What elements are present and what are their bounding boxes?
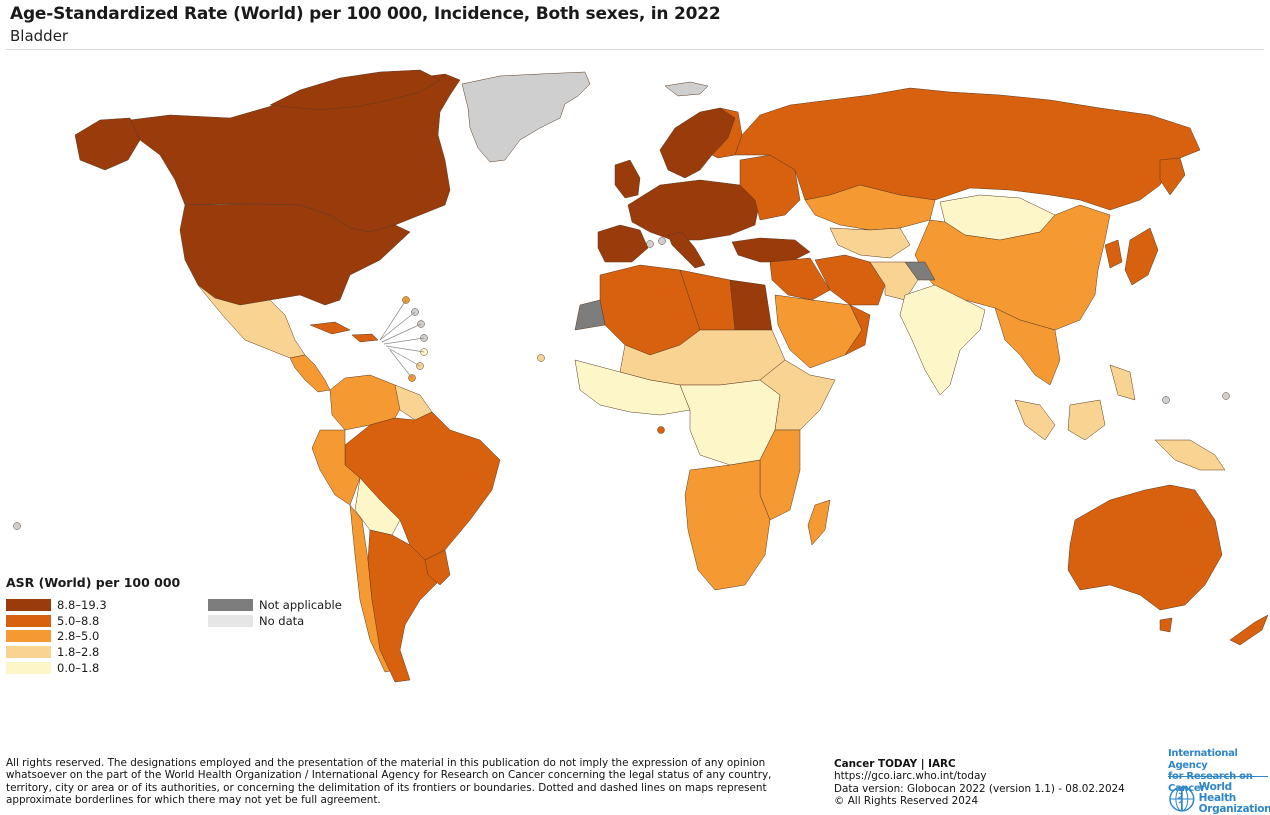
region-caribbean[interactable] <box>351 333 379 343</box>
region-west-africa[interactable] <box>574 359 691 416</box>
legend-swatch <box>208 615 253 627</box>
region-kamchatka[interactable] <box>1159 157 1186 196</box>
legend-class-3: 2.8–5.0 <box>6 629 99 643</box>
region-korea[interactable] <box>1104 239 1123 269</box>
region-mainland-sea[interactable] <box>994 307 1061 386</box>
region-alaska[interactable] <box>74 117 141 171</box>
region-cuba[interactable] <box>309 321 351 335</box>
legend-swatch <box>6 630 51 642</box>
island-marker[interactable] <box>1222 392 1230 400</box>
region-russia[interactable] <box>734 87 1201 211</box>
region-india[interactable] <box>899 284 986 396</box>
island-marker[interactable] <box>646 240 654 248</box>
island-marker[interactable] <box>658 237 666 245</box>
region-madagascar[interactable] <box>807 499 831 546</box>
region-egypt[interactable] <box>729 279 773 331</box>
region-horn-africa[interactable] <box>759 359 836 431</box>
data-version: Data version: Globocan 2022 (version 1.1… <box>834 782 1125 795</box>
source-title: Cancer TODAY | IARC <box>834 758 956 770</box>
who-logo-line2: Organization <box>1198 803 1270 815</box>
region-borneo[interactable] <box>1067 399 1106 441</box>
region-iran[interactable] <box>814 254 886 306</box>
region-western-europe[interactable] <box>627 179 761 241</box>
region-uk-ireland[interactable] <box>614 159 641 199</box>
region-brazil[interactable] <box>344 411 501 561</box>
island-marker[interactable] <box>537 354 545 362</box>
region-kashmir-na[interactable] <box>904 261 936 281</box>
source-block: Cancer TODAY | IARC https://gco.iarc.who… <box>834 758 1125 807</box>
disclaimer-text: All rights reserved. The designations em… <box>6 757 772 806</box>
legend-label: 0.0–1.8 <box>57 661 100 675</box>
logo-divider <box>1168 776 1268 777</box>
legend-label: 2.8–5.0 <box>57 629 100 643</box>
caribbean-leader-lines <box>379 299 425 379</box>
legend-class-1: 8.8–19.3 <box>6 598 107 612</box>
legend-swatch <box>6 662 51 674</box>
region-uruguay[interactable] <box>424 549 451 586</box>
region-turkey[interactable] <box>731 237 811 263</box>
map-subtitle: Bladder <box>10 27 69 45</box>
legend-title: ASR (World) per 100 000 <box>6 575 181 590</box>
region-southern-africa[interactable] <box>684 459 771 591</box>
legend-swatch <box>6 599 51 611</box>
source-url[interactable]: https://gco.iarc.who.int/today <box>834 770 987 783</box>
region-greenland[interactable] <box>461 71 591 163</box>
region-new-zealand[interactable] <box>1229 614 1269 646</box>
map-title: Age-Standardized Rate (World) per 100 00… <box>10 4 721 24</box>
region-philippines[interactable] <box>1109 364 1136 401</box>
region-arabia[interactable] <box>774 294 863 369</box>
who-logo: World Health Organization <box>1168 782 1270 815</box>
region-australia[interactable] <box>1067 484 1223 611</box>
who-emblem-icon <box>1169 785 1195 812</box>
region-italy[interactable] <box>667 231 706 269</box>
region-oman[interactable] <box>844 304 871 356</box>
region-new-guinea[interactable] <box>1154 439 1226 471</box>
iarc-logo-line1: International Agency <box>1168 748 1238 771</box>
island-marker[interactable] <box>657 426 665 434</box>
title-divider <box>6 49 1264 50</box>
legend-class-5: 0.0–1.8 <box>6 661 99 675</box>
legend-not-applicable: Not applicable <box>208 598 342 612</box>
region-finland[interactable] <box>711 107 743 159</box>
legend-label: 1.8–2.8 <box>57 645 100 659</box>
legend-swatch <box>6 646 51 658</box>
who-logo-text: World Health Organization <box>1199 782 1270 815</box>
legend-label: 5.0–8.8 <box>57 614 100 628</box>
legend-class-4: 1.8–2.8 <box>6 645 99 659</box>
legend-label: 8.8–19.3 <box>57 598 107 612</box>
world-choropleth-map <box>13 69 1269 683</box>
legend-swatch <box>208 599 253 611</box>
island-marker[interactable] <box>13 522 21 530</box>
legend-label: No data <box>259 614 305 628</box>
region-indonesia-w[interactable] <box>1014 399 1056 441</box>
region-iceland[interactable] <box>664 81 709 97</box>
legend-no-data: No data <box>208 614 304 628</box>
who-logo-line1: World Health <box>1198 781 1237 804</box>
legend-class-2: 5.0–8.8 <box>6 614 99 628</box>
region-argentina[interactable] <box>367 529 441 683</box>
region-western-sahara-na[interactable] <box>574 299 606 331</box>
region-iberia[interactable] <box>597 224 649 263</box>
legend-swatch <box>6 615 51 627</box>
region-tasmania[interactable] <box>1159 617 1173 633</box>
island-marker[interactable] <box>1162 396 1170 404</box>
region-central-america[interactable] <box>289 354 331 393</box>
region-central-asia[interactable] <box>829 227 911 259</box>
region-canada-arctic[interactable] <box>269 69 441 111</box>
legend-label: Not applicable <box>259 598 342 612</box>
region-japan[interactable] <box>1124 227 1159 286</box>
copyright: © All Rights Reserved 2024 <box>834 794 979 807</box>
